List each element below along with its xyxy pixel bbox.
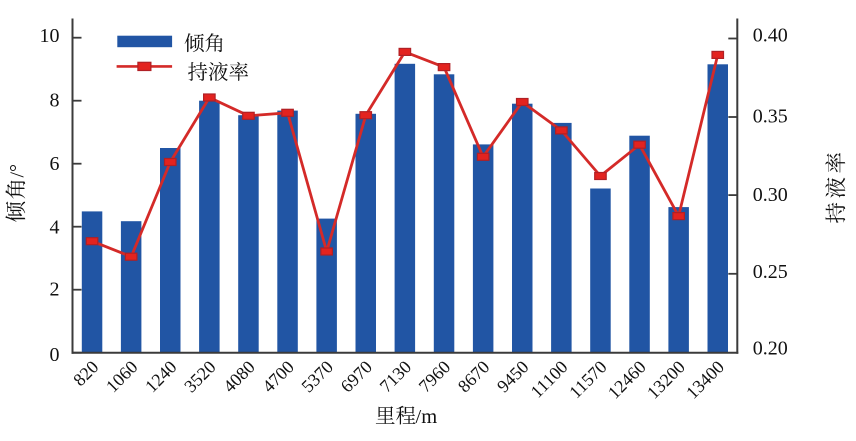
svg-text:4: 4 (50, 216, 60, 238)
svg-text:0.35: 0.35 (753, 106, 788, 128)
svg-text:10: 10 (40, 25, 60, 47)
svg-text:6: 6 (50, 153, 60, 175)
svg-text:/m: /m (416, 406, 438, 428)
svg-text:0: 0 (50, 344, 60, 366)
svg-text:2: 2 (50, 279, 60, 301)
svg-text:0.20: 0.20 (753, 337, 788, 359)
svg-text:0.40: 0.40 (753, 25, 788, 47)
svg-text:/°: /° (7, 164, 29, 178)
svg-text:8: 8 (50, 89, 60, 111)
svg-text:0.25: 0.25 (753, 261, 788, 283)
svg-text:0.30: 0.30 (753, 184, 788, 206)
